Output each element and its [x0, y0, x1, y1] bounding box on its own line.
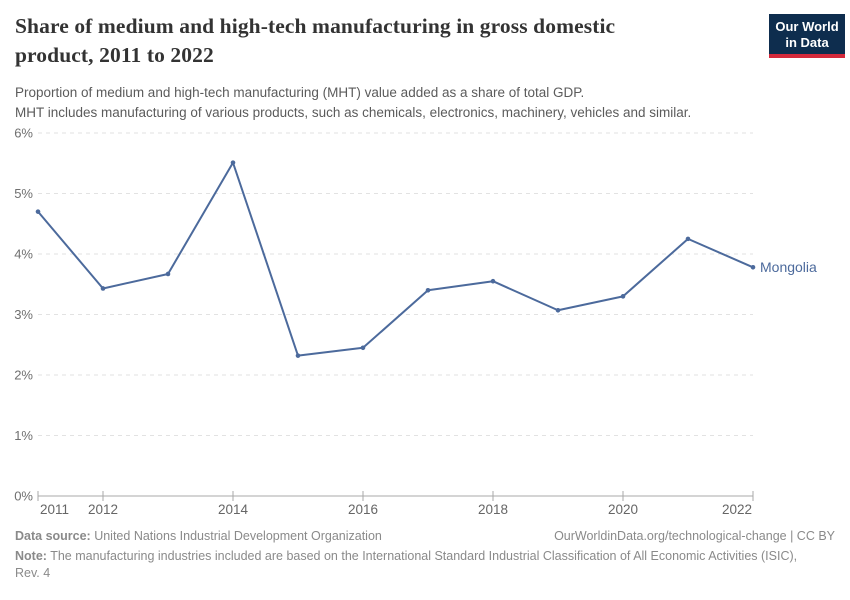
subtitle-line-2: MHT includes manufacturing of various pr…: [15, 104, 692, 120]
chart-footer: Data source: United Nations Industrial D…: [15, 529, 835, 582]
data-source-label: Data source:: [15, 529, 91, 543]
svg-text:2020: 2020: [608, 502, 638, 517]
page-title: Share of medium and high-tech manufactur…: [15, 14, 616, 67]
svg-text:2014: 2014: [218, 502, 249, 517]
owid-logo-line-1: Our World: [775, 19, 839, 34]
svg-text:5%: 5%: [14, 186, 33, 201]
svg-text:2022: 2022: [722, 502, 752, 517]
footer-source-row: Data source: United Nations Industrial D…: [15, 529, 835, 543]
svg-text:2011: 2011: [40, 502, 69, 517]
svg-text:2018: 2018: [478, 502, 508, 517]
owid-logo-line-2: in Data: [785, 34, 829, 50]
svg-text:3%: 3%: [14, 307, 33, 322]
owid-logo: Our World in Data: [769, 14, 845, 58]
footer-note: Note: The manufacturing industries inclu…: [15, 549, 798, 580]
subtitle-line-1: Proportion of medium and high-tech manuf…: [15, 85, 585, 100]
svg-text:Mongolia: Mongolia: [760, 259, 817, 275]
svg-text:0%: 0%: [14, 489, 33, 504]
svg-text:2%: 2%: [14, 368, 33, 383]
chart-subtitle: Proportion of medium and high-tech manuf…: [15, 83, 775, 122]
data-source-text: Data source: United Nations Industrial D…: [15, 529, 382, 543]
svg-text:6%: 6%: [14, 126, 33, 141]
svg-text:2016: 2016: [348, 502, 378, 517]
svg-text:1%: 1%: [14, 428, 33, 443]
owid-license-link[interactable]: OurWorldinData.org/technological-change …: [554, 529, 835, 543]
note-label: Note:: [15, 549, 47, 563]
svg-text:4%: 4%: [14, 247, 33, 262]
chart-header: Share of medium and high-tech manufactur…: [15, 12, 850, 122]
line-chart: 0% 1% 2% 3% 4% 5% 6% 2011 2012 2014 2016 2018 2020 20…: [14, 126, 817, 518]
svg-text:2012: 2012: [88, 502, 118, 517]
